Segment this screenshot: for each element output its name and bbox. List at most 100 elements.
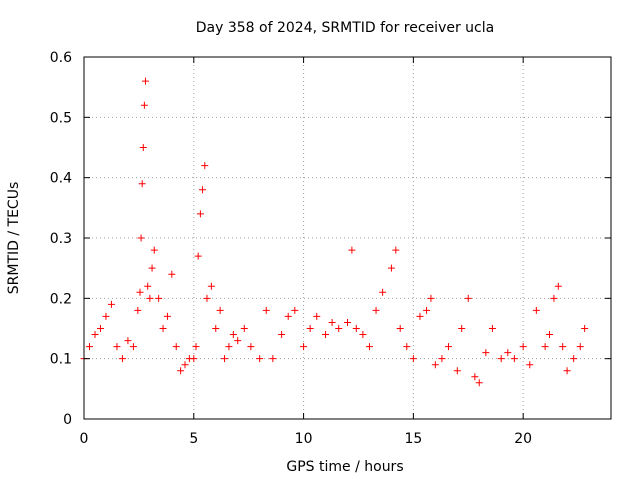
y-tick-label: 0.5 — [50, 110, 72, 126]
x-tick-label: 20 — [514, 431, 532, 447]
data-point — [107, 300, 115, 308]
data-point — [431, 361, 439, 369]
data-point — [216, 306, 224, 314]
data-point — [190, 355, 198, 363]
data-point — [207, 282, 215, 290]
data-point — [91, 331, 99, 339]
data-point — [403, 343, 411, 351]
x-tick-label: 0 — [80, 431, 89, 447]
data-point — [159, 325, 167, 332]
data-points — [80, 77, 589, 387]
data-point — [144, 282, 152, 290]
y-tick-label: 0 — [63, 412, 72, 428]
data-point — [387, 264, 395, 272]
data-point — [192, 343, 200, 351]
y-tick-label: 0.6 — [50, 50, 72, 66]
data-point — [129, 343, 137, 351]
data-point — [438, 355, 446, 363]
data-point — [262, 306, 270, 314]
data-point — [284, 312, 292, 320]
data-point — [148, 264, 156, 272]
data-point — [313, 312, 321, 320]
data-point — [379, 288, 387, 296]
x-tick-label: 5 — [189, 431, 198, 447]
data-point — [150, 246, 158, 254]
data-point — [416, 312, 424, 320]
data-point — [229, 331, 237, 339]
data-point — [423, 306, 431, 314]
data-point — [177, 367, 185, 375]
y-tick-label: 0.4 — [50, 171, 72, 187]
data-point — [306, 325, 314, 332]
data-point — [291, 306, 299, 314]
data-point — [581, 325, 589, 332]
data-point — [113, 343, 121, 351]
data-point — [359, 331, 367, 339]
data-point — [194, 252, 202, 260]
data-point — [409, 355, 417, 363]
data-point — [554, 282, 562, 290]
axis-ticks: 0 0.1 0.2 0.3 0.4 0.5 0.6 0 5 10 15 20 — [50, 50, 611, 447]
data-point — [335, 325, 343, 332]
data-point — [201, 162, 209, 170]
data-point — [541, 343, 549, 351]
data-point — [96, 325, 104, 332]
data-point — [488, 325, 496, 332]
data-point — [464, 294, 472, 302]
data-point — [396, 325, 404, 332]
data-point — [365, 343, 373, 351]
data-point — [139, 144, 147, 151]
data-point — [471, 373, 479, 381]
data-point — [136, 288, 144, 296]
data-point — [300, 343, 308, 351]
data-point — [137, 234, 145, 242]
data-point — [141, 77, 149, 85]
data-point — [225, 343, 233, 351]
data-point — [322, 331, 330, 339]
data-point — [427, 294, 435, 302]
x-axis-label: GPS time / hours — [286, 459, 403, 475]
data-point — [256, 355, 264, 363]
data-point — [199, 186, 207, 194]
data-point — [453, 367, 461, 375]
data-point — [550, 294, 558, 302]
y-tick-label: 0.2 — [50, 291, 72, 307]
data-point — [510, 355, 518, 363]
data-point — [118, 355, 126, 363]
data-point — [519, 343, 527, 351]
data-point — [344, 318, 351, 326]
data-point — [181, 361, 189, 369]
data-point — [234, 337, 242, 345]
data-point — [497, 355, 505, 363]
data-point — [85, 343, 93, 351]
x-tick-label: 10 — [295, 431, 313, 447]
data-point — [372, 306, 380, 314]
data-point — [138, 180, 146, 188]
data-point — [172, 343, 180, 351]
data-point — [482, 349, 490, 357]
x-tick-label: 15 — [404, 431, 422, 447]
y-tick-label: 0.1 — [50, 352, 72, 368]
data-point — [445, 343, 453, 351]
data-point — [221, 355, 229, 363]
data-point — [163, 312, 171, 320]
data-point — [212, 325, 220, 332]
data-point — [203, 294, 211, 302]
data-point — [247, 343, 255, 351]
data-point — [102, 312, 110, 320]
data-point — [570, 355, 578, 363]
y-axis-label: SRMTID / TECUs — [6, 182, 22, 295]
data-point — [559, 343, 567, 351]
data-point — [475, 379, 483, 387]
data-point — [576, 343, 584, 351]
data-point — [458, 325, 466, 332]
chart-title: Day 358 of 2024, SRMTID for receiver ucl… — [196, 20, 494, 36]
data-point — [269, 355, 277, 363]
data-point — [526, 361, 534, 369]
data-point — [124, 337, 132, 345]
data-point — [196, 210, 204, 218]
data-point — [155, 294, 163, 302]
data-point — [392, 246, 400, 254]
data-point — [278, 331, 286, 339]
